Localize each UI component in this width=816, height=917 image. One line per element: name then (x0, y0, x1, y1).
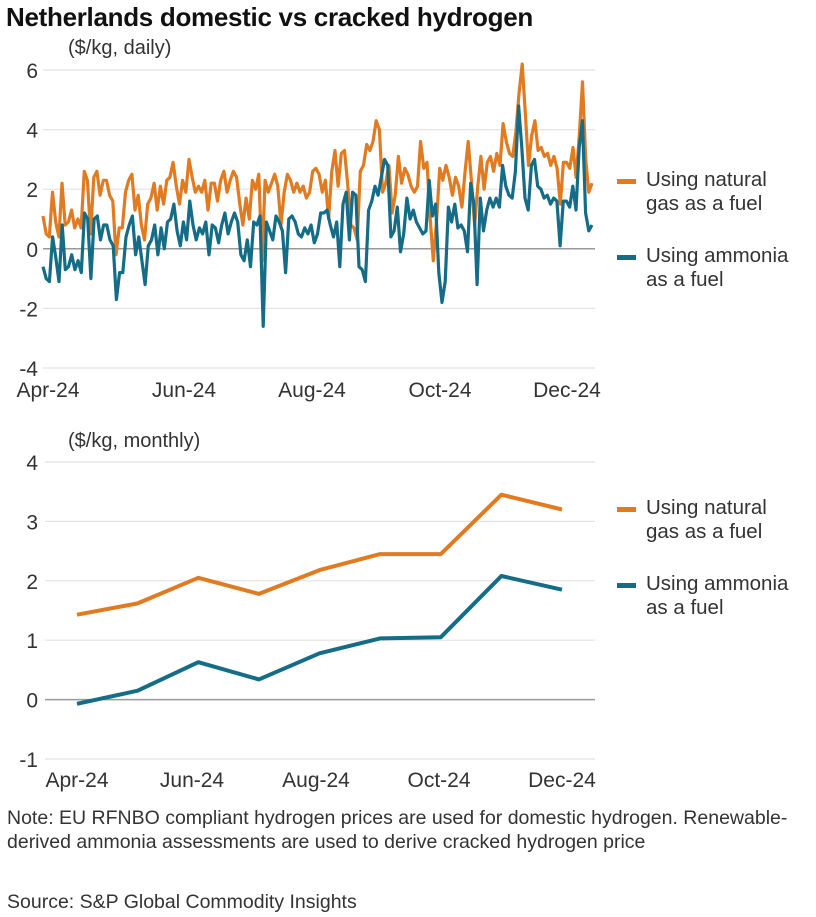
y-axis-label: ($/kg, daily) (68, 37, 171, 59)
y-tick-label: -4 (19, 358, 38, 381)
chart-title: Netherlands domestic vs cracked hydrogen (6, 2, 533, 32)
y-tick-label: 0 (26, 690, 38, 713)
legend-label: Using ammonia (646, 572, 789, 595)
legend-label: gas as a fuel (646, 192, 763, 215)
series-ammonia-line (76, 574, 563, 706)
chart-source: Source: S&P Global Commodity Insights (7, 891, 357, 913)
legend-label: gas as a fuel (646, 520, 763, 543)
legend-ammonia-daily: Using ammonia as a fuel (646, 244, 788, 292)
legend-natural-gas-daily: Using natural gas as a fuel (646, 168, 767, 216)
y-tick-label: -1 (19, 749, 38, 772)
y-tick-label: 0 (26, 239, 38, 262)
legend-natural-gas-monthly: Using natural gas as a fuel (646, 496, 767, 544)
y-tick-label: 4 (26, 120, 38, 143)
x-tick-label: Aug-24 (278, 379, 346, 402)
x-tick-label: Oct-24 (407, 769, 470, 792)
legend-label: Using natural (646, 496, 767, 519)
x-tick-label: Apr-24 (45, 769, 108, 792)
legend-swatch-ammonia (617, 583, 636, 588)
legend-label: Using ammonia (646, 244, 789, 267)
y-tick-label: 2 (26, 571, 38, 594)
x-tick-label: Aug-24 (282, 769, 350, 792)
x-tick-label: Dec-24 (528, 769, 596, 792)
legend-ammonia-monthly: Using ammonia as a fuel (646, 572, 788, 620)
series-ammonia-line (41, 104, 594, 328)
y-tick-label: 1 (26, 630, 38, 653)
chart-note: Note: EU RFNBO compliant hydrogen prices… (7, 807, 788, 853)
y-axis-label: ($/kg, monthly) (68, 430, 200, 452)
x-tick-label: Oct-24 (408, 379, 471, 402)
x-tick-label: Dec-24 (533, 379, 601, 402)
legend-label: Using natural (646, 168, 767, 191)
x-tick-label: Apr-24 (16, 379, 79, 402)
x-tick-label: Jun-24 (160, 769, 225, 792)
y-tick-label: 4 (26, 452, 38, 475)
x-tick-label: Jun-24 (152, 379, 217, 402)
legend-swatch-natural-gas (617, 507, 636, 512)
series-natural-gas-line (76, 492, 563, 617)
legend-swatch-natural-gas (617, 179, 636, 184)
y-tick-label: -2 (19, 298, 38, 321)
legend-label: as a fuel (646, 596, 724, 619)
y-tick-label: 3 (26, 511, 38, 534)
series-natural-gas-line (41, 62, 594, 263)
legend-swatch-ammonia (617, 255, 636, 260)
y-tick-label: 2 (26, 179, 38, 202)
y-tick-label: 6 (26, 60, 38, 83)
legend-label: as a fuel (646, 268, 724, 291)
